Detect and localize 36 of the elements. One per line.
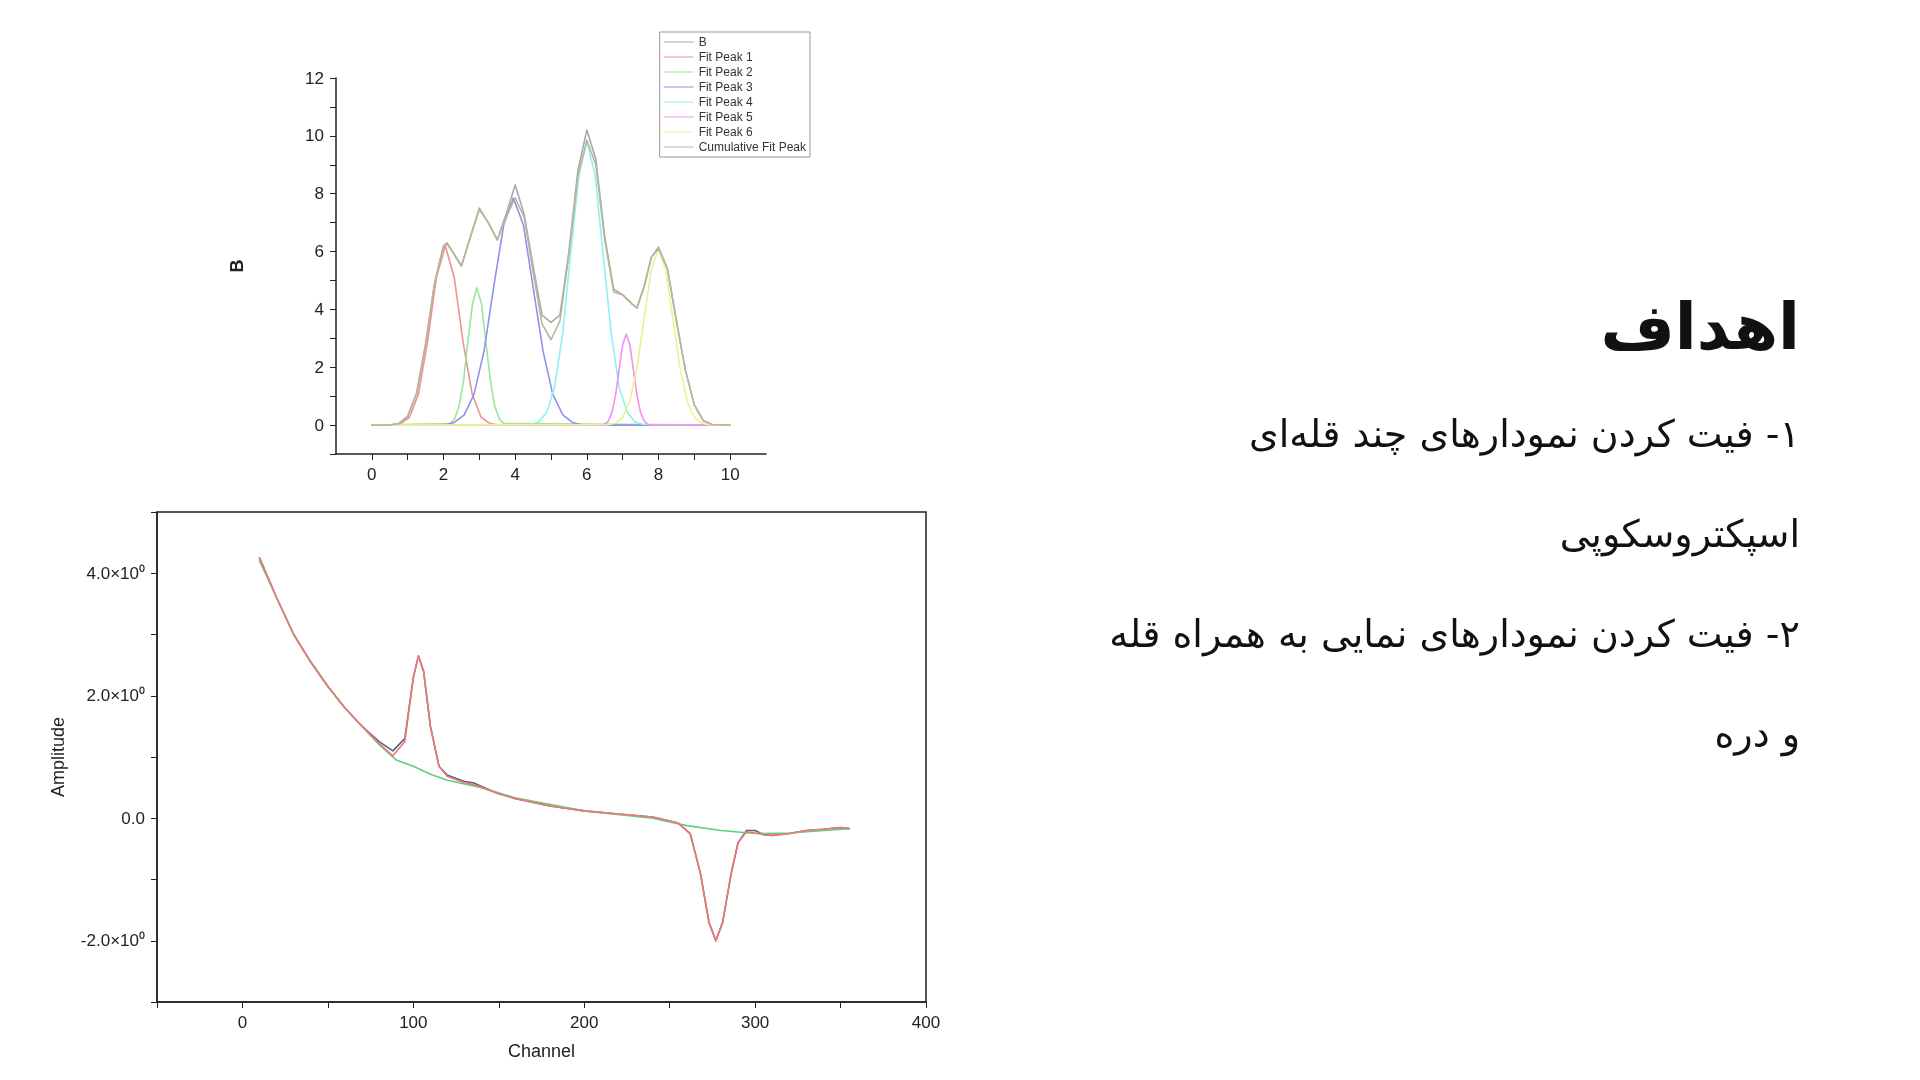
y-tick-label: 2.0×10⁰: [86, 686, 145, 706]
x-tick-label: 4: [510, 465, 520, 484]
x-tick-label: 8: [653, 465, 664, 484]
x-tick-label: 300: [740, 1013, 770, 1032]
y-tick-label: 6: [314, 242, 324, 262]
y-tick-label: 10: [305, 126, 324, 146]
legend-label: Fit Peak 3: [698, 80, 753, 94]
x-tick-label: 100: [399, 1013, 428, 1032]
x-tick-label: 10: [720, 465, 740, 484]
y-tick-label: 8: [314, 184, 324, 204]
x-axis-title: Channel: [507, 1041, 576, 1061]
y-axis-title: Amplitude: [48, 716, 68, 798]
y-tick-label: 0.0: [121, 808, 145, 828]
x-tick-label: 400: [911, 1013, 941, 1032]
legend-label: Fit Peak 1: [698, 50, 753, 64]
y-tick-label: 4: [314, 299, 324, 319]
x-tick-label: 0: [367, 465, 377, 484]
x-tick-label: 200: [570, 1013, 599, 1032]
y-axis-title: B: [227, 259, 247, 273]
y-tick-label: -2.0×10⁰: [80, 931, 145, 951]
text: اهداف: [1599, 290, 1800, 364]
y-tick-label: 4.0×10⁰: [86, 563, 145, 583]
y-tick-label: 2: [314, 357, 324, 377]
legend-label: Cumulative Fit Peak: [698, 140, 807, 154]
legend-label: Fit Peak 5: [698, 110, 753, 124]
y-tick-label: 12: [305, 68, 324, 88]
legend-label: Fit Peak 2: [698, 65, 753, 79]
text: ۱- فیت کردن نمودارهای چند قله‌ای اسپکتروسکوپی: [1248, 412, 1800, 556]
legend-label: Fit Peak 6: [698, 125, 753, 139]
x-tick-label: 0: [237, 1013, 248, 1032]
text: ۲- فیت کردن نمودارهای نمایی به همراه قله و دره: [1109, 612, 1800, 756]
y-tick-label: 0: [314, 415, 324, 435]
x-tick-label: 6: [582, 465, 592, 484]
legend-label: Fit Peak 4: [698, 95, 753, 109]
legend-label: B: [698, 35, 707, 49]
x-tick-label: 2: [438, 465, 449, 484]
